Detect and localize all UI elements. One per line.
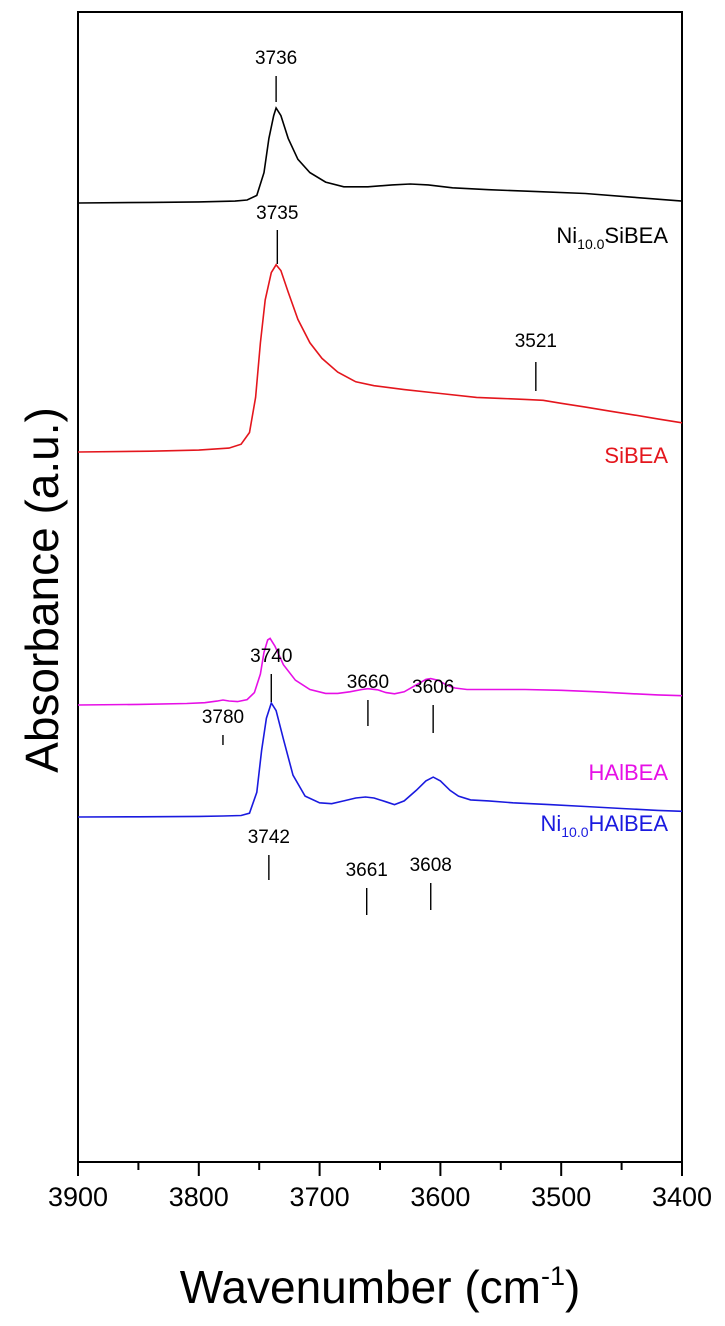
series-line-ni_sibea [77,106,683,204]
peak-label: 3661 [346,860,388,881]
peak-label: 3742 [248,827,290,848]
series-lines [77,106,683,818]
peak-label: 3660 [347,672,389,693]
x-axis-ticks [77,1162,683,1176]
peak-annotations: 3736 3735 3521 3740 3660 3606 3780 3742 3661 3608 [202,48,557,915]
x-axis-title: Wavenumber (cm-1) [180,1261,581,1313]
series-line-sibea [77,263,683,453]
plot-frame [77,11,683,1163]
peak-label: 3606 [412,677,454,698]
y-axis-title: Absorbance (a.u.) [16,407,68,773]
peak-label: 3735 [256,203,298,224]
peak-label: 3521 [515,331,557,352]
peak-label: 3780 [202,707,244,728]
x-tick-label: 3800 [169,1182,229,1212]
peak-label: 3740 [250,646,292,667]
series-line-halbea [77,637,683,706]
x-tick-label: 3700 [290,1182,350,1212]
x-tick-label: 3900 [48,1182,108,1212]
series-line-ni_halbea [77,701,683,818]
x-tick-label: 3500 [531,1182,591,1212]
peak-label: 3608 [410,855,452,876]
x-tick-label: 3600 [410,1182,470,1212]
peak-label: 3736 [255,48,297,69]
series-labels: Ni10.0SiBEA SiBEA Ni10.0HAlBEA HAlBEA [540,223,668,840]
x-tick-label: 3400 [652,1182,712,1212]
series-label-ni_sibea: Ni10.0SiBEA [556,223,668,252]
series-label-ni_halbea: Ni10.0HAlBEA [540,811,668,840]
series-label-sibea: SiBEA [604,443,668,468]
series-label-halbea: HAlBEA [589,760,669,785]
x-axis-tick-labels: 3900 3800 3700 3600 3500 3400 [48,1182,712,1212]
